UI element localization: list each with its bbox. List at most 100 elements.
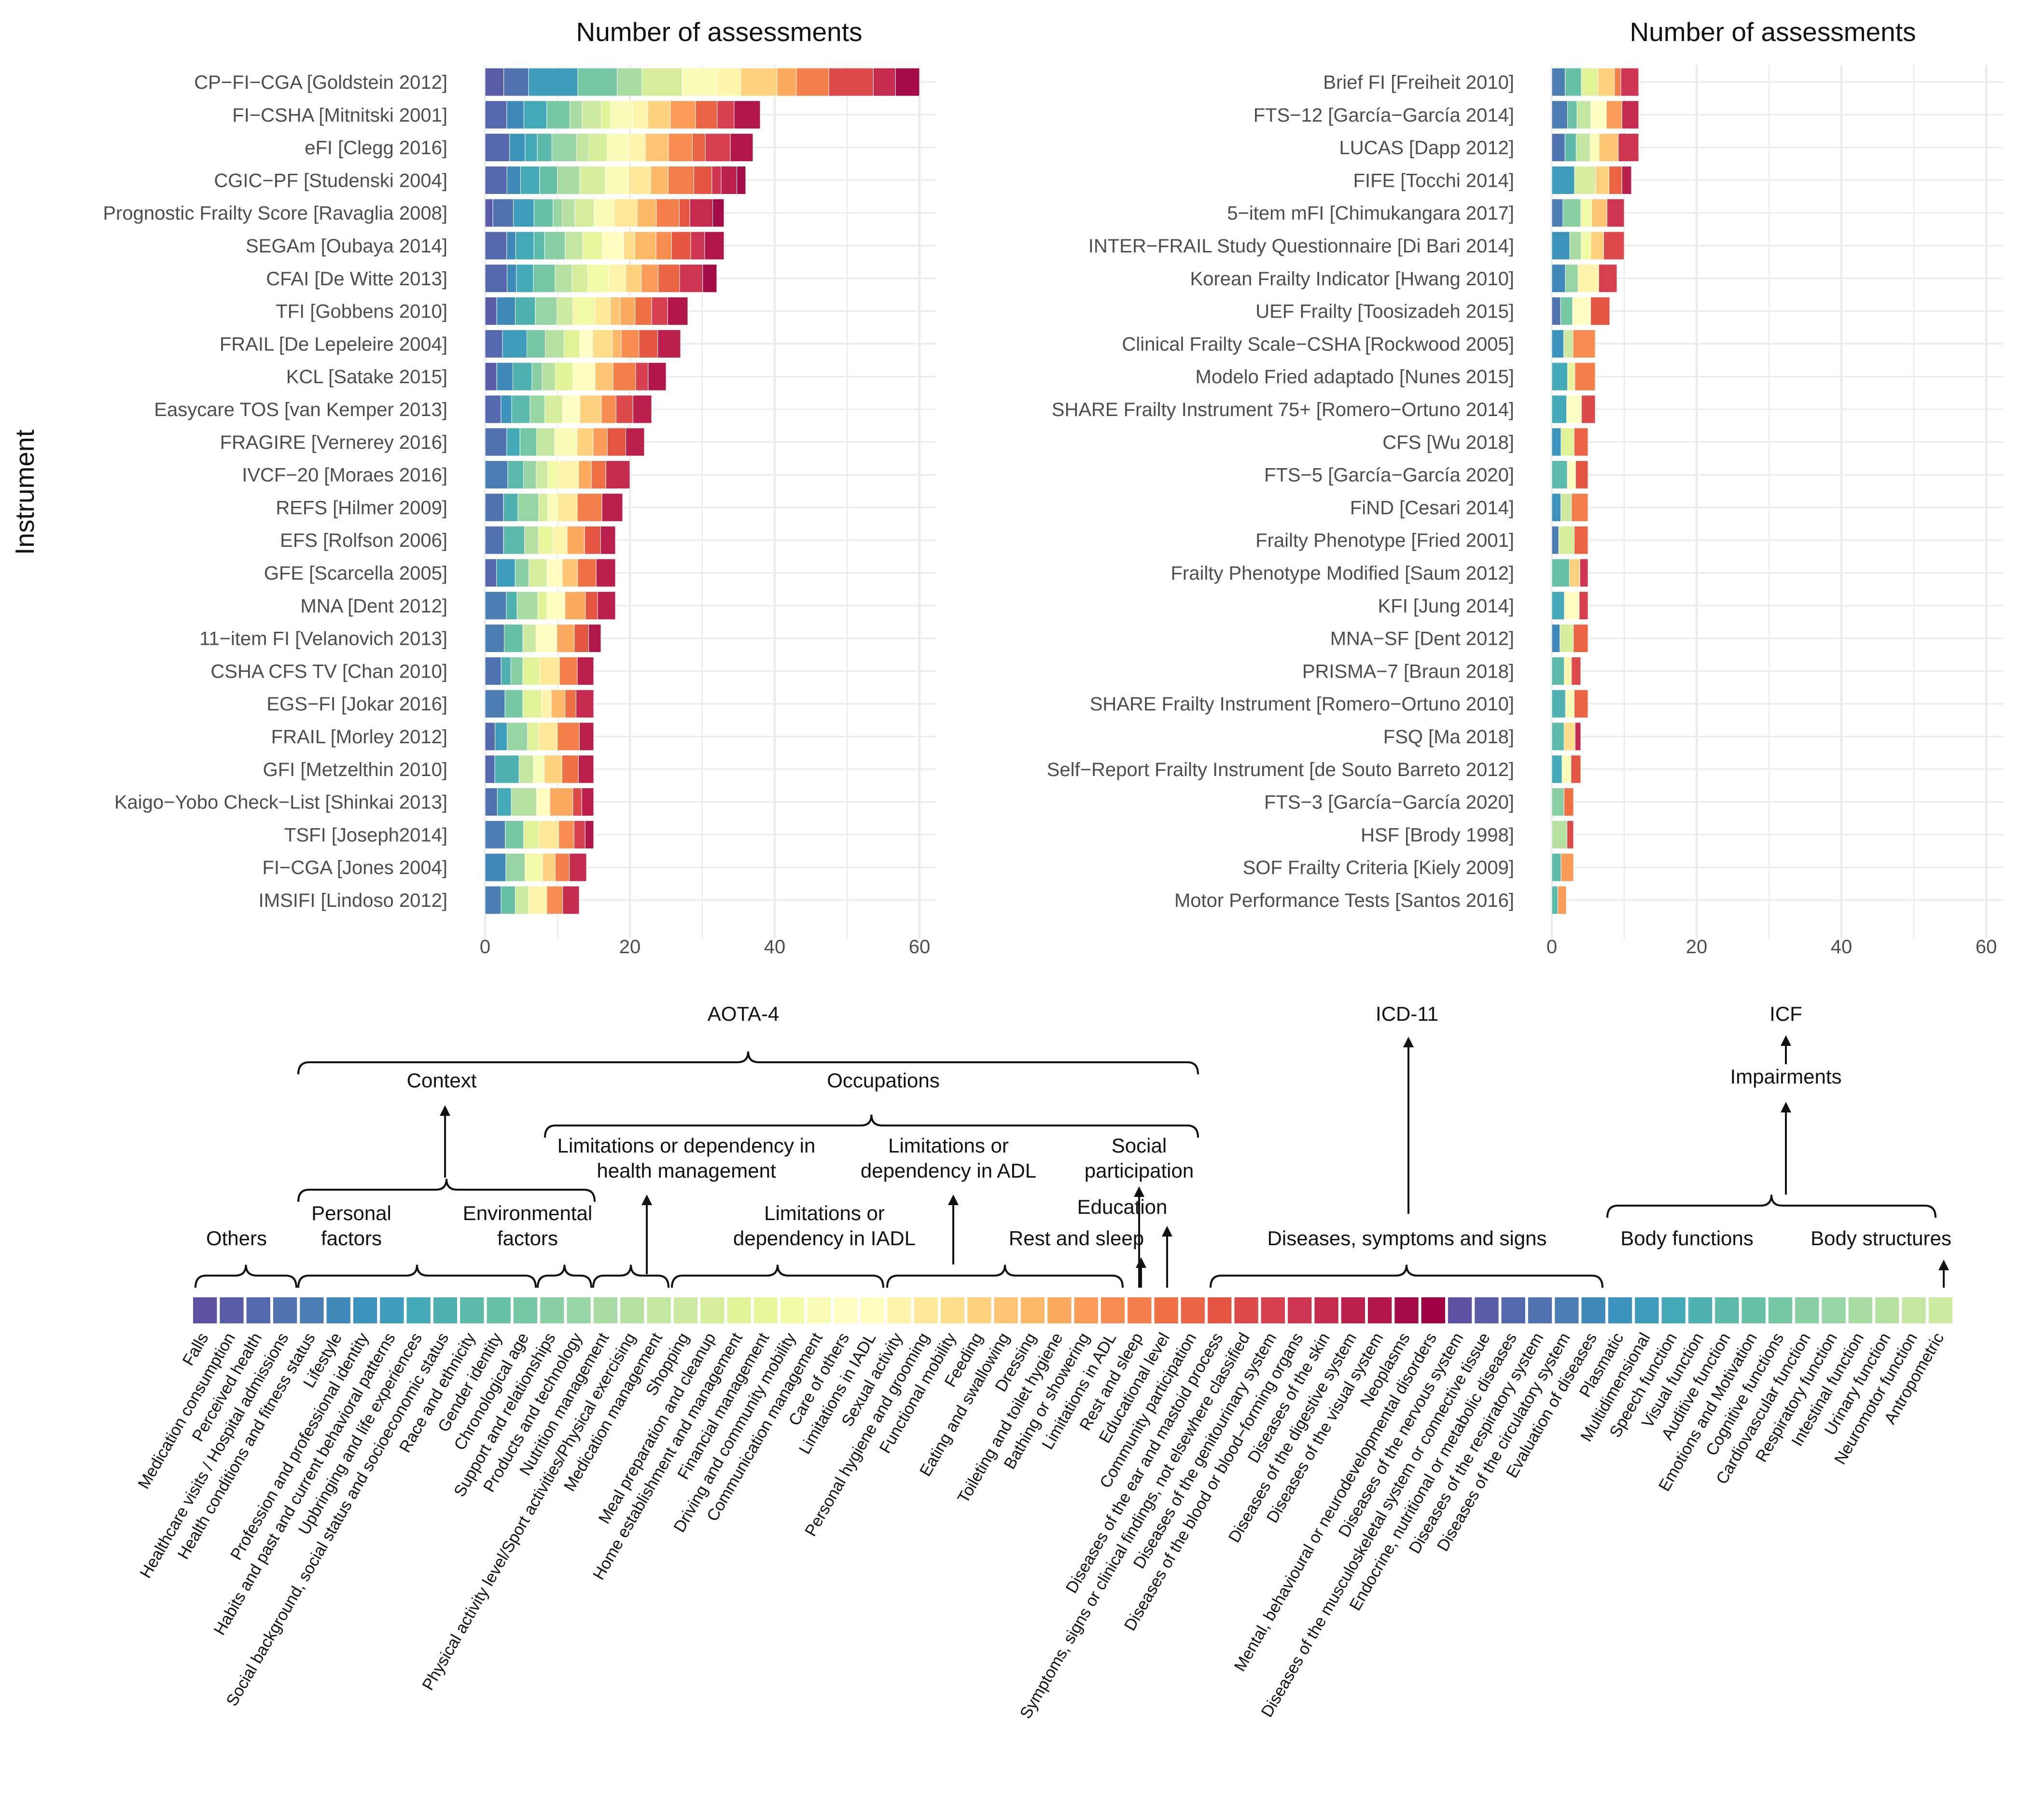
bar-segment [526, 329, 545, 358]
arrow-icf-head [1781, 1035, 1791, 1046]
bar-segment [617, 68, 642, 97]
legend-swatch [1341, 1297, 1365, 1323]
bar-segment [641, 264, 659, 293]
bar-segment [538, 722, 558, 751]
category-label: TFI [Gobbens 2010] [276, 301, 447, 322]
legend-swatch [1501, 1297, 1525, 1323]
legend-swatch [700, 1297, 724, 1323]
bar-segment [496, 297, 516, 326]
bar-segment [1579, 591, 1588, 620]
bar-segment [497, 788, 512, 817]
bar-segment [1606, 198, 1625, 227]
category-label: FSQ [Ma 2018] [1383, 726, 1514, 748]
bar-segment [517, 493, 539, 522]
bar-segment [528, 68, 578, 97]
bar-segment [546, 558, 563, 587]
bar-segment [564, 329, 580, 358]
group-education: Education [1077, 1195, 1168, 1218]
legend-swatch [406, 1297, 431, 1323]
group-icd: ICD-11 [1376, 1002, 1438, 1025]
bar-segment [1580, 198, 1592, 227]
group-rest: Rest and sleep [1009, 1227, 1144, 1250]
bar-segment [628, 166, 651, 195]
bar-segment [717, 100, 735, 129]
bar-segment [628, 133, 646, 162]
bar-segment [531, 362, 543, 391]
bar-segment [485, 264, 508, 293]
bar-segment [717, 68, 741, 97]
bar-segment [656, 198, 680, 227]
legend-swatch [1101, 1297, 1125, 1323]
x-tick-label: 20 [1686, 936, 1708, 958]
bar-segment [585, 591, 598, 620]
bar-segment [572, 362, 596, 391]
category-label: Prognostic Frailty Score [Ravaglia 2008] [103, 203, 447, 224]
bracket-impairments [1606, 1195, 1936, 1218]
bar-segment [1551, 820, 1567, 849]
bar-segment [1563, 722, 1575, 751]
bar-segment [485, 460, 508, 489]
bar-segment [704, 231, 724, 260]
bar-segment [485, 624, 505, 653]
bar-segment [576, 428, 594, 457]
group-health-mgmt-1: Limitations or dependency in [557, 1134, 816, 1157]
bar-segment [1560, 297, 1573, 326]
group-iadl-2: dependency in IADL [733, 1227, 916, 1250]
category-label: SHARE Frailty Instrument 75+ [Romero−Ort… [1052, 399, 1514, 420]
legend-swatch [1475, 1297, 1499, 1323]
category-label: Self−Report Frailty Instrument [de Souto… [1047, 759, 1514, 780]
category-label: Brief FI [Freiheit 2010] [1323, 72, 1514, 93]
bracket-others [195, 1264, 297, 1288]
bar-segment [485, 853, 506, 882]
bar-segment [648, 362, 667, 391]
bar-segment [1574, 428, 1588, 457]
legend-swatch [220, 1297, 244, 1323]
category-label: eFI [Clegg 2016] [305, 138, 447, 159]
bar-segment [1573, 624, 1588, 653]
category-label: Easycare TOS [van Kemper 2013] [154, 399, 447, 420]
bar-segment [544, 329, 565, 358]
bar-segment [584, 526, 601, 555]
category-label: MNA [Dent 2012] [300, 596, 447, 617]
bar-segment [671, 231, 691, 260]
bar-segment [509, 133, 526, 162]
bar-segment [485, 133, 510, 162]
legend-swatch [300, 1297, 324, 1323]
bar-segment [1564, 591, 1580, 620]
x-tick-label: 40 [764, 936, 786, 958]
bar-segment [604, 166, 629, 195]
bar-segment [529, 395, 545, 424]
bar-segment [541, 689, 552, 718]
bar-segment [670, 100, 696, 129]
bar-segment [1574, 689, 1588, 718]
group-iadl-1: Limitations or [764, 1202, 885, 1224]
right-bar-panel: Brief FI [Freiheit 2010] FTS−12 [García−G… [1047, 17, 2003, 958]
legend-swatch [246, 1297, 270, 1323]
bar-segment [496, 362, 514, 391]
bar-segment [515, 297, 536, 326]
category-label: GFE [Scarcella 2005] [264, 563, 447, 584]
bar-segment [632, 100, 648, 129]
legend-swatch [1154, 1297, 1178, 1323]
bar-segment [510, 656, 523, 685]
bar-segment [528, 886, 547, 915]
category-label: FRAIL [De Lepeleire 2004] [220, 333, 447, 355]
bar-segment [485, 886, 502, 915]
bar-segment [605, 460, 630, 489]
legend-swatch [1848, 1297, 1873, 1323]
y-axis-title: Instrument [10, 430, 40, 555]
bar-segment [1551, 755, 1562, 784]
bar-segment [1551, 264, 1566, 293]
bar-segment [1551, 166, 1575, 195]
bar-segment [1566, 395, 1582, 424]
bar-segment [572, 788, 582, 817]
bar-segment [1563, 329, 1574, 358]
legend-group-headings: AOTA-4 ICD-11 ICF Context Occupations Im… [206, 1002, 1951, 1250]
bar-segment [557, 297, 573, 326]
bar-segment [1551, 526, 1559, 555]
bar-segment [536, 788, 550, 817]
bar-segment [577, 656, 594, 685]
bar-segment [485, 722, 496, 751]
category-label: 5−item mFI [Chimukangara 2017] [1227, 203, 1514, 224]
bar-segment [485, 591, 507, 620]
